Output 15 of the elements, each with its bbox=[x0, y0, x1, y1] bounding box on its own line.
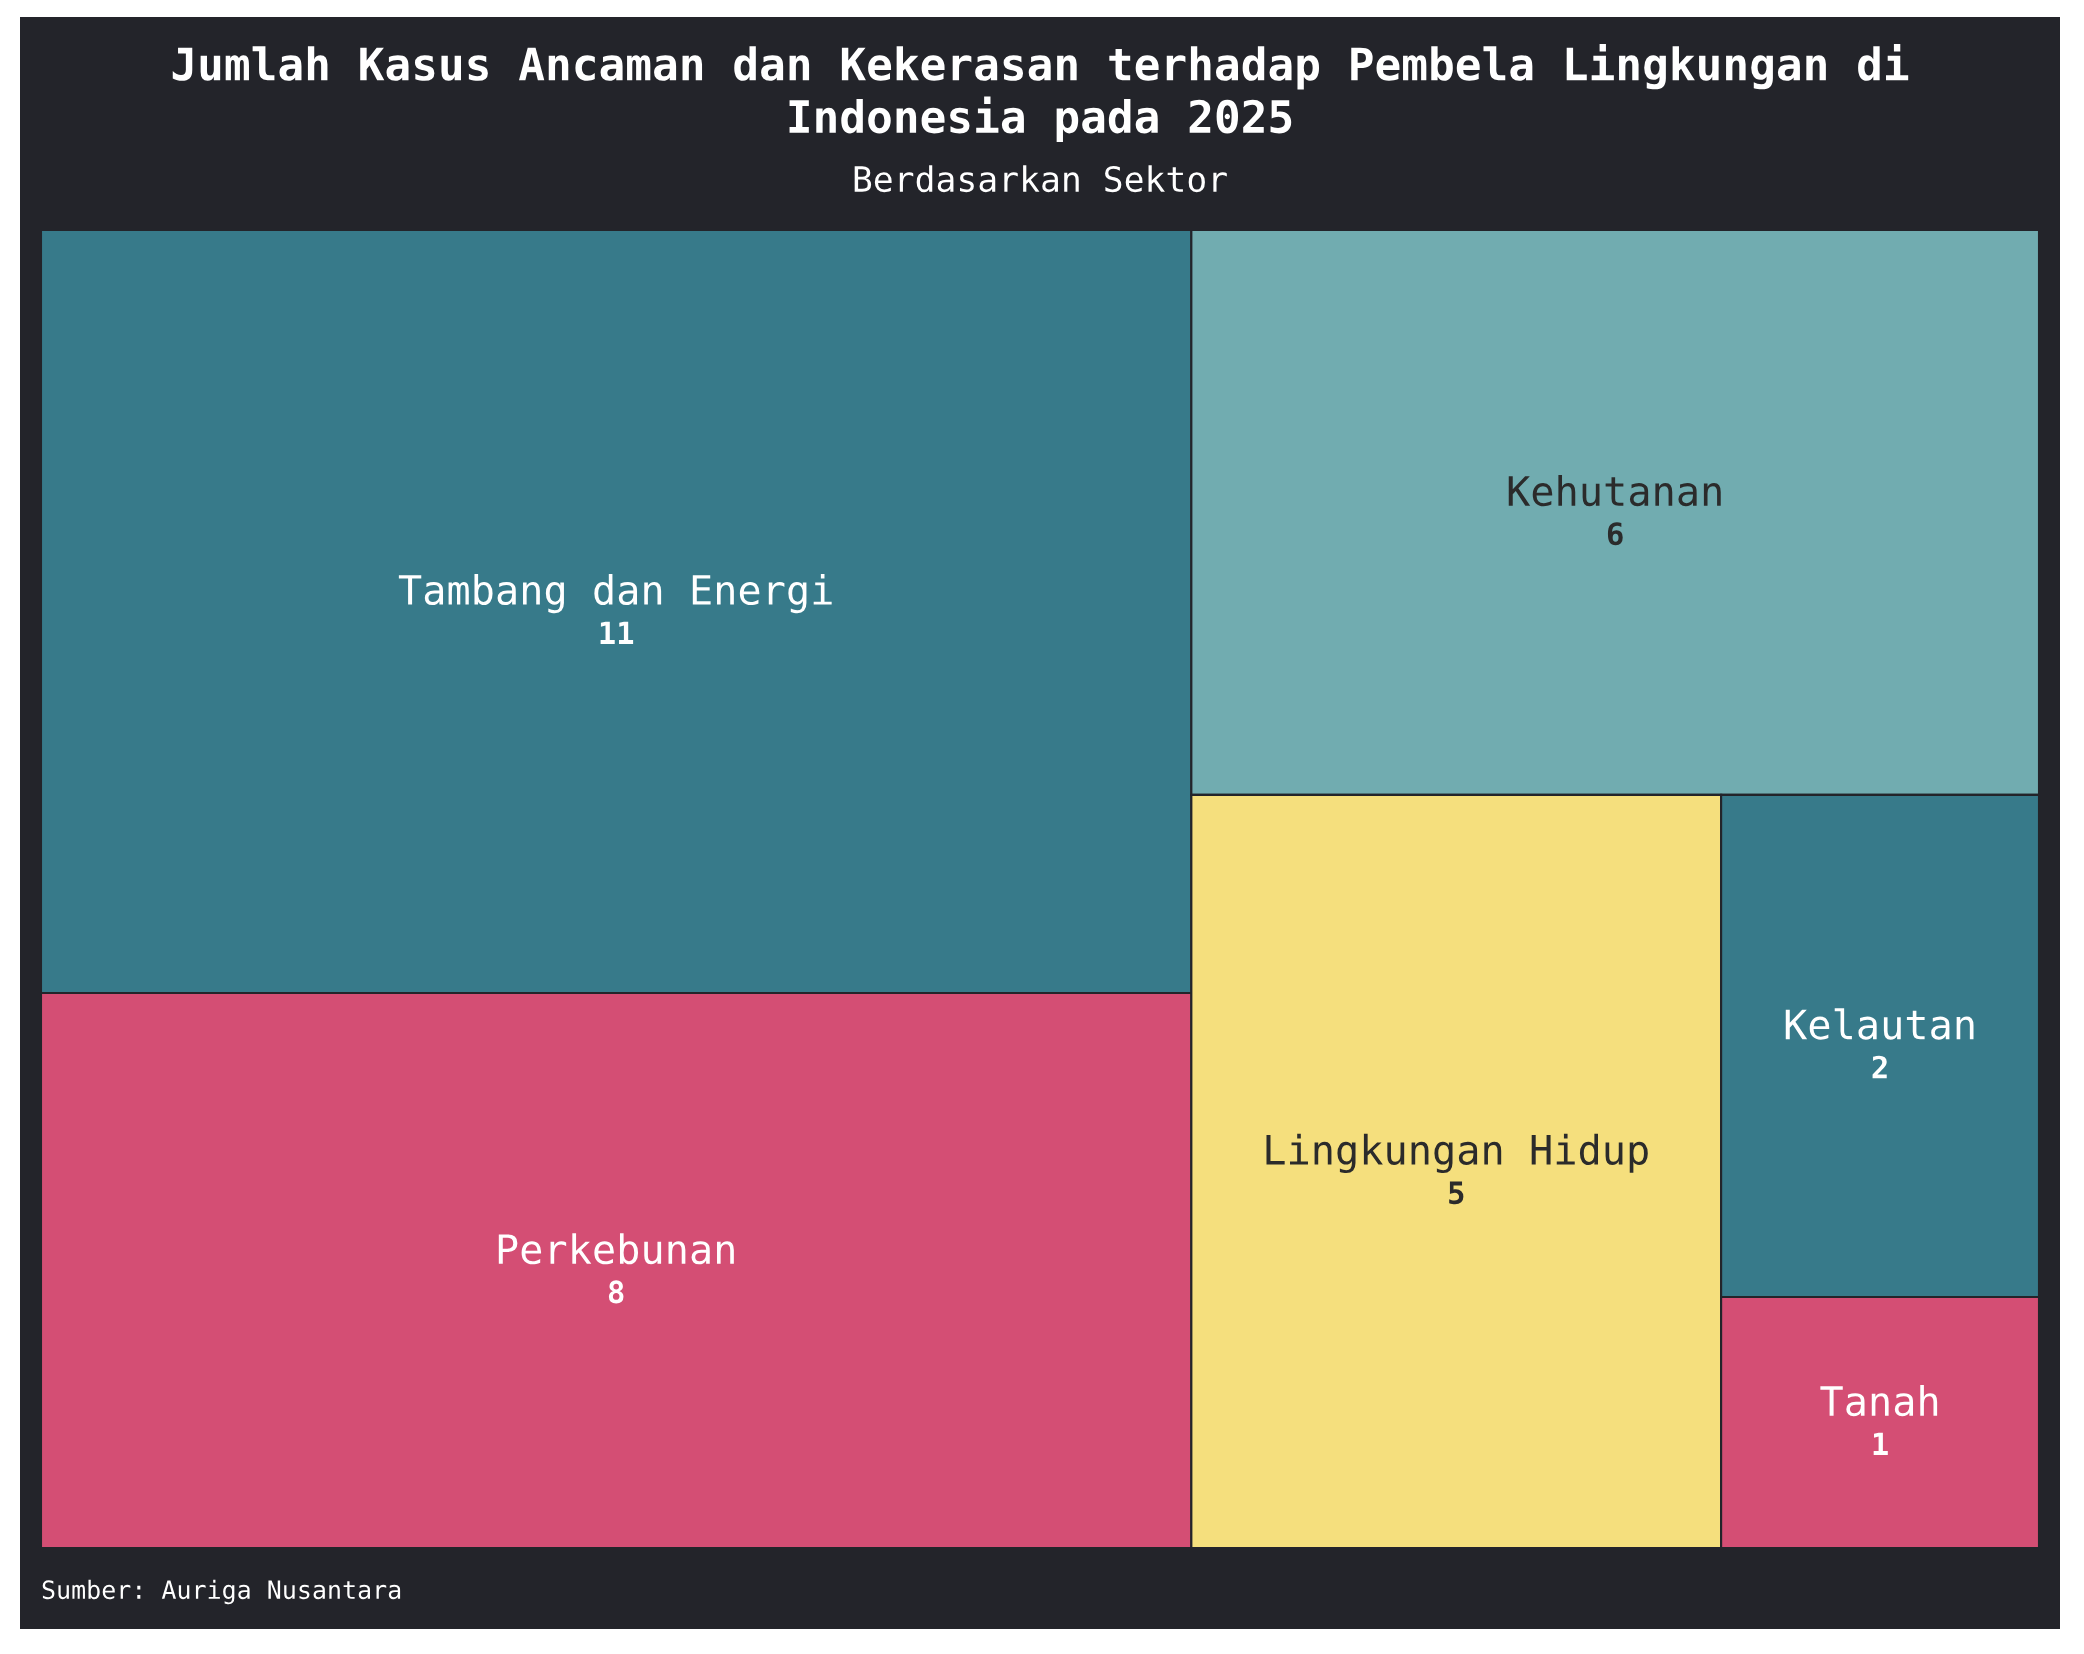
category-label: Kehutanan bbox=[1508, 475, 1721, 507]
data-label: 2 bbox=[1872, 1055, 1887, 1079]
category-label: Tambang dan Energi bbox=[398, 573, 832, 614]
category-label: Kelautan bbox=[1785, 1008, 1974, 1040]
data-label: 1 bbox=[1873, 1432, 1888, 1455]
text: Sumber: Auriga Nusantara bbox=[42, 1579, 401, 1605]
data-label: 5 bbox=[1449, 1181, 1464, 1205]
data-label: 11 bbox=[600, 621, 634, 644]
category-label: Tanah bbox=[1820, 1385, 1938, 1417]
data-label: 6 bbox=[1607, 522, 1623, 546]
data-label: 8 bbox=[608, 1280, 624, 1304]
category-label: Lingkungan Hidup bbox=[1266, 1133, 1648, 1174]
category-label: Perkebunan bbox=[498, 1233, 734, 1265]
text: Jumlah Kasus Ancaman dan Kekerasan terhadap Pembela Lingkungan di Indonesia pada 2025 bbox=[172, 44, 1909, 142]
text: Berdasarkan Sektor bbox=[854, 165, 1227, 193]
